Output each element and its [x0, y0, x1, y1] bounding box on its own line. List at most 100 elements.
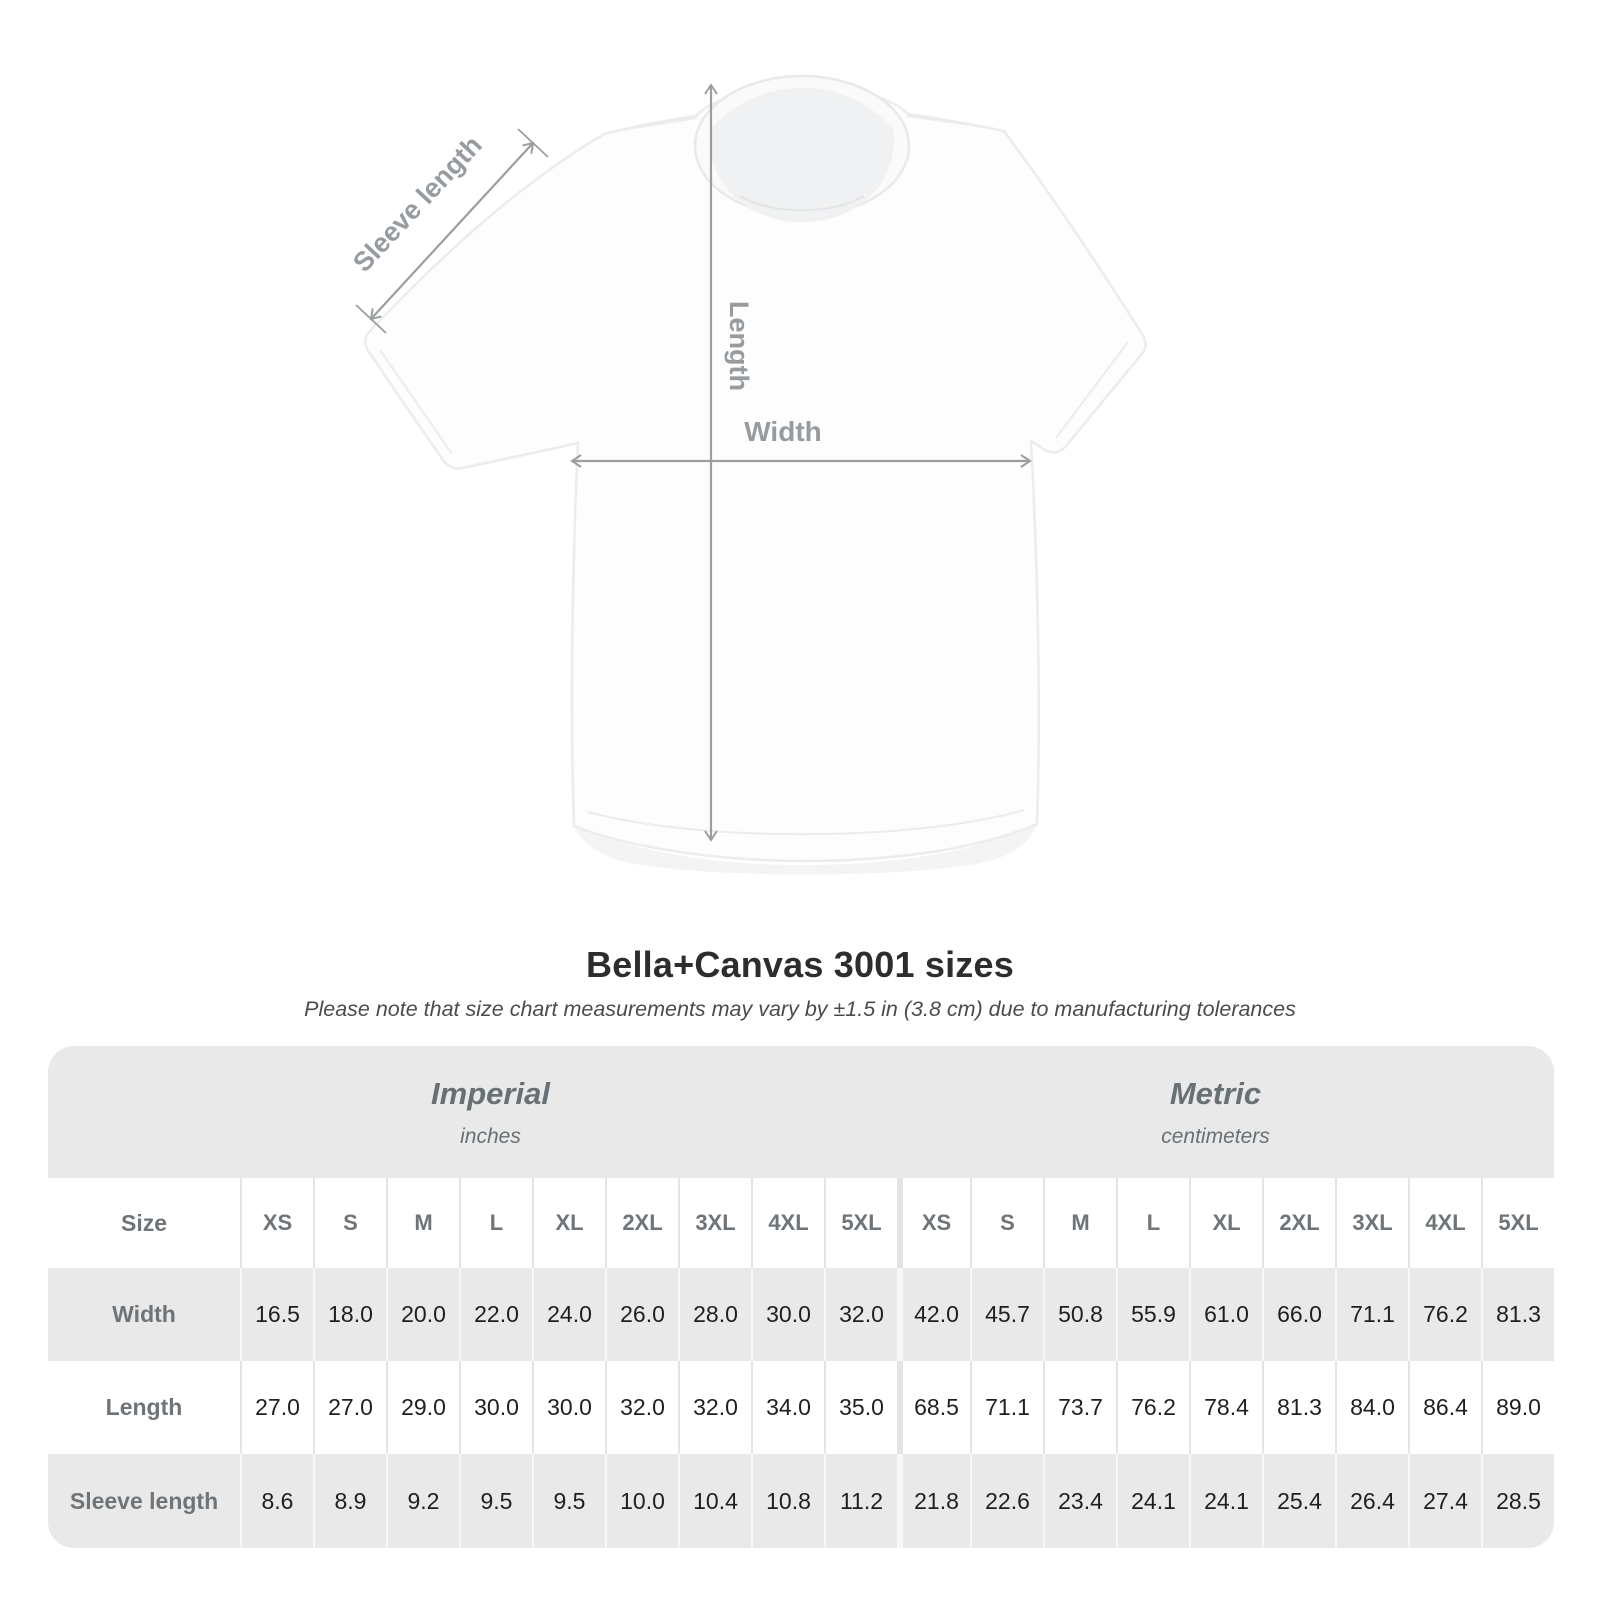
metric-value-cell: 89.0: [1481, 1361, 1554, 1454]
imperial-value-cell: 8.9: [313, 1454, 386, 1548]
size-header-metric-xl: XL: [1189, 1178, 1262, 1268]
sleeve-arrow-end-tick: [517, 128, 549, 158]
width-row: Width 16.5 18.0 20.0 22.0 24.0 26.0 28.0 30.0 32.…: [48, 1268, 1554, 1361]
imperial-value-cell: 32.0: [678, 1361, 751, 1454]
size-header-metric-xs: XS: [897, 1178, 970, 1268]
metric-value-cell: 22.6: [970, 1454, 1043, 1548]
sleeve-length-arrow: [369, 141, 535, 321]
metric-value-cell: 25.4: [1262, 1454, 1335, 1548]
size-table: Imperial inches Metric centimeters Size …: [48, 1046, 1554, 1548]
metric-value-cell: 71.1: [970, 1361, 1043, 1454]
imperial-value-cell: 34.0: [751, 1361, 824, 1454]
imperial-value-cell: 22.0: [459, 1268, 532, 1361]
sleeve-length-row: Sleeve length 8.6 8.9 9.2 9.5 9.5 10.0 10.4 10.8…: [48, 1454, 1554, 1548]
imperial-header: Imperial inches: [48, 1046, 897, 1178]
imperial-value-cell: 9.5: [532, 1454, 605, 1548]
size-header-row: Size XS S M L XL 2XL 3XL 4XL 5XL XS S M L XL 2XL 3XL 4XL…: [48, 1178, 1554, 1268]
metric-value-cell: 68.5: [897, 1361, 970, 1454]
imperial-value-cell: 9.2: [386, 1454, 459, 1548]
collar-opening: [710, 88, 894, 223]
size-header-imperial-3xl: 3XL: [678, 1178, 751, 1268]
metric-title: Metric: [1169, 1075, 1262, 1111]
row-label: Width: [112, 1301, 176, 1327]
size-header-imperial-5xl: 5XL: [824, 1178, 897, 1268]
metric-value-cell: 71.1: [1335, 1268, 1408, 1361]
size-header-imperial-xl: XL: [532, 1178, 605, 1268]
length-label: Length: [724, 301, 754, 391]
imperial-value-cell: 10.8: [751, 1454, 824, 1548]
imperial-value-cell: 9.5: [459, 1454, 532, 1548]
imperial-value-cell: 30.0: [459, 1361, 532, 1454]
imperial-unit: inches: [460, 1124, 521, 1148]
metric-value-cell: 27.4: [1408, 1454, 1481, 1548]
size-header-metric-3xl: 3XL: [1335, 1178, 1408, 1268]
metric-unit: centimeters: [1161, 1124, 1270, 1148]
size-header-metric-m: M: [1043, 1178, 1116, 1268]
metric-header: Metric centimeters: [897, 1046, 1554, 1178]
size-column-header: Size: [120, 1209, 168, 1236]
metric-value-cell: 66.0: [1262, 1268, 1335, 1361]
imperial-value-cell: 20.0: [386, 1268, 459, 1361]
sleeve-arrow-end-tick: [355, 304, 387, 334]
metric-value-cell: 78.4: [1189, 1361, 1262, 1454]
imperial-value-cell: 26.0: [605, 1268, 678, 1361]
metric-value-cell: 86.4: [1408, 1361, 1481, 1454]
size-header-metric-5xl: 5XL: [1481, 1178, 1554, 1268]
size-header-metric-s: S: [970, 1178, 1043, 1268]
imperial-value-cell: 11.2: [824, 1454, 897, 1548]
size-header-imperial-xs: XS: [240, 1178, 313, 1268]
imperial-value-cell: 30.0: [751, 1268, 824, 1361]
imperial-value-cell: 29.0: [386, 1361, 459, 1454]
imperial-value-cell: 32.0: [605, 1361, 678, 1454]
metric-value-cell: 61.0: [1189, 1268, 1262, 1361]
size-header-metric-l: L: [1116, 1178, 1189, 1268]
metric-value-cell: 55.9: [1116, 1268, 1189, 1361]
size-header-metric-4xl: 4XL: [1408, 1178, 1481, 1268]
metric-value-cell: 23.4: [1043, 1454, 1116, 1548]
size-header-imperial-m: M: [386, 1178, 459, 1268]
size-header-imperial-l: L: [459, 1178, 532, 1268]
unit-header-band: Imperial inches Metric centimeters: [48, 1046, 1554, 1178]
row-label: Length: [105, 1394, 183, 1420]
width-label: Width: [744, 416, 822, 447]
metric-value-cell: 81.3: [1481, 1268, 1554, 1361]
tshirt-measurement-diagram: Sleeve length Length Width: [347, 74, 1147, 875]
imperial-value-cell: 10.0: [605, 1454, 678, 1548]
imperial-value-cell: 18.0: [313, 1268, 386, 1361]
metric-value-cell: 26.4: [1335, 1454, 1408, 1548]
imperial-value-cell: 16.5: [240, 1268, 313, 1361]
tolerance-note: Please note that size chart measurements…: [304, 997, 1296, 1021]
imperial-title: Imperial: [431, 1075, 550, 1111]
metric-value-cell: 84.0: [1335, 1361, 1408, 1454]
imperial-value-cell: 35.0: [824, 1361, 897, 1454]
imperial-value-cell: 24.0: [532, 1268, 605, 1361]
metric-value-cell: 76.2: [1408, 1268, 1481, 1361]
metric-value-cell: 24.1: [1189, 1454, 1262, 1548]
length-row: Length 27.0 27.0 29.0 30.0 30.0 32.0 32.0 34.0 35…: [48, 1361, 1554, 1454]
size-header-imperial-4xl: 4XL: [751, 1178, 824, 1268]
metric-value-cell: 76.2: [1116, 1361, 1189, 1454]
metric-value-cell: 42.0: [897, 1268, 970, 1361]
metric-value-cell: 81.3: [1262, 1361, 1335, 1454]
tshirt-graphic: [364, 74, 1147, 875]
row-label: Sleeve length: [69, 1487, 219, 1514]
imperial-value-cell: 27.0: [240, 1361, 313, 1454]
seam-lines: [379, 115, 1129, 836]
imperial-value-cell: 8.6: [240, 1454, 313, 1548]
metric-value-cell: 24.1: [1116, 1454, 1189, 1548]
imperial-value-cell: 28.0: [678, 1268, 751, 1361]
metric-value-cell: 45.7: [970, 1268, 1043, 1361]
size-header-imperial-s: S: [313, 1178, 386, 1268]
metric-value-cell: 28.5: [1481, 1454, 1554, 1548]
size-header-imperial-2xl: 2XL: [605, 1178, 678, 1268]
size-header-metric-2xl: 2XL: [1262, 1178, 1335, 1268]
imperial-value-cell: 27.0: [313, 1361, 386, 1454]
metric-value-cell: 21.8: [897, 1454, 970, 1548]
metric-value-cell: 73.7: [1043, 1361, 1116, 1454]
imperial-value-cell: 10.4: [678, 1454, 751, 1548]
page-title: Bella+Canvas 3001 sizes: [586, 944, 1014, 985]
measurement-arrows: [355, 83, 1032, 842]
metric-value-cell: 50.8: [1043, 1268, 1116, 1361]
imperial-value-cell: 30.0: [532, 1361, 605, 1454]
